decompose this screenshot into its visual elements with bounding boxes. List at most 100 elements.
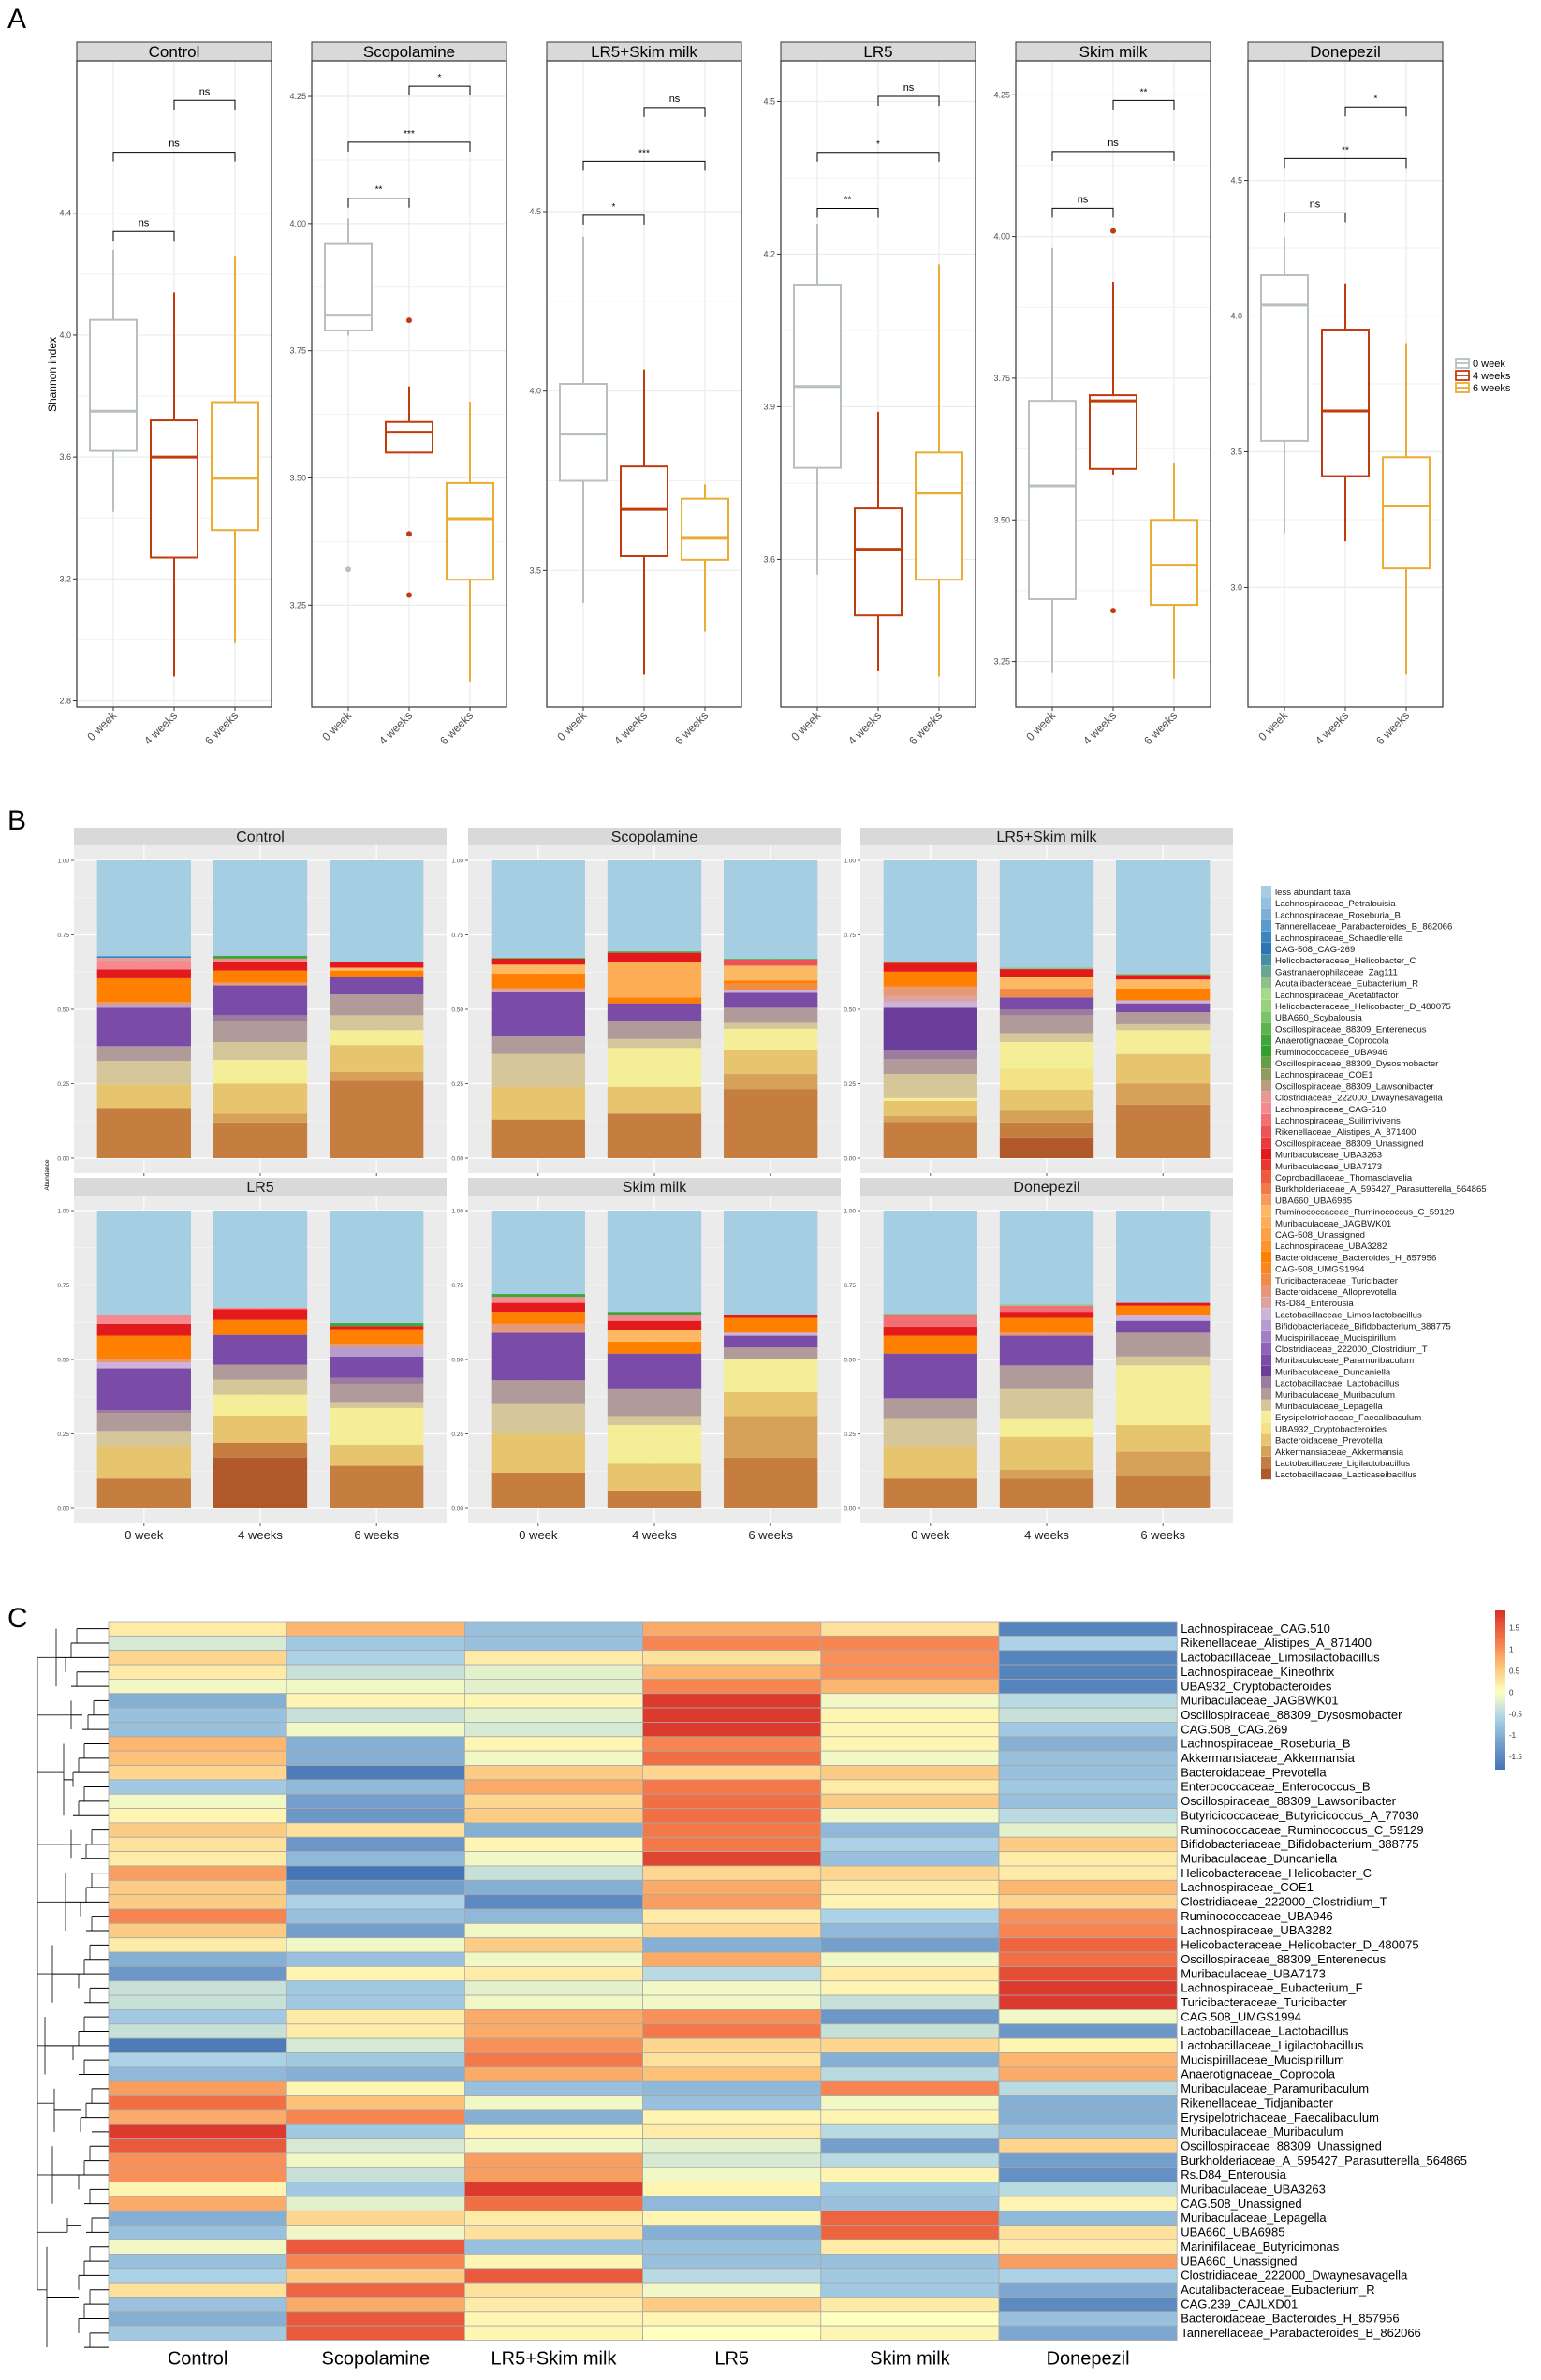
legend-label: Clostridiaceae_222000_Clostridium_T xyxy=(1275,1344,1428,1355)
heatmap-row: Lachnospiraceae_CAG.510 xyxy=(108,1621,1330,1637)
colorbar-step xyxy=(1495,1642,1505,1646)
bar-segment xyxy=(330,1030,424,1046)
heatmap-cell xyxy=(108,1908,287,1924)
bar-segment xyxy=(1116,979,1211,989)
heatmap-cell xyxy=(463,2254,643,2270)
row-label: Lachnospiraceae_Kineothrix xyxy=(1181,1665,1335,1679)
heatmap-cell xyxy=(463,1722,643,1738)
bar-segment xyxy=(330,1402,424,1408)
legend-label: Rs-D84_Enterousia xyxy=(1275,1299,1354,1309)
heatmap-row: Erysipelotrichaceae_Faecalibaculum xyxy=(108,2109,1379,2125)
bar-segment xyxy=(883,860,977,962)
heatmap-cell xyxy=(108,2196,287,2211)
legend-label: Muribaculaceae_UBA7173 xyxy=(1275,1162,1382,1172)
bar-segment xyxy=(1116,1365,1211,1425)
significance-label: * xyxy=(1374,94,1378,104)
heatmap-cell xyxy=(820,1808,1000,1824)
bar-segment xyxy=(724,983,818,991)
bar-segment xyxy=(330,1015,424,1031)
bar-segment xyxy=(607,1490,702,1508)
heatmap-cell xyxy=(286,1736,465,1752)
heatmap-cell xyxy=(463,1822,643,1838)
box-6-weeks xyxy=(1382,456,1431,570)
significance-bracket xyxy=(816,208,879,218)
heatmap-cell xyxy=(286,1822,465,1838)
bar-segment xyxy=(1116,1000,1211,1004)
bar-segment xyxy=(1116,1003,1211,1013)
y-axis-label: Abundance xyxy=(44,1159,51,1190)
heatmap-row: Rikenellaceae_Tidjanibacter xyxy=(108,2095,1334,2111)
heatmap-row: Bacteroidaceae_Bacteroides_H_857956 xyxy=(108,2311,1400,2327)
heatmap-row: Marinifilaceae_Butyricimonas xyxy=(108,2239,1340,2255)
heatmap-cell xyxy=(463,2095,643,2111)
box-6-weeks xyxy=(446,481,494,581)
legend-swatch xyxy=(1261,1137,1271,1149)
heatmap-cell xyxy=(463,2297,643,2313)
y-tick-label: 4.5 xyxy=(763,96,775,106)
bar-segment xyxy=(491,1403,585,1434)
y-tick-label: 1.00 xyxy=(451,859,463,865)
significance-bracket xyxy=(1284,212,1346,223)
heatmap-cell xyxy=(642,1750,822,1766)
heatmap-cell xyxy=(286,1980,465,1996)
y-tick-label: 0.50 xyxy=(451,1007,463,1014)
bar-6-weeks xyxy=(724,1211,818,1508)
y-tick-label: 4.25 xyxy=(993,90,1010,99)
heatmap-cell xyxy=(642,1822,822,1838)
legend-label: Muribaculaceae_UBA3263 xyxy=(1275,1151,1382,1161)
heatmap-row: Lachnospiraceae_Roseburia_B xyxy=(108,1736,1351,1752)
heatmap-cell xyxy=(463,2210,643,2226)
bar-segment xyxy=(883,1001,977,1008)
heatmap-cell xyxy=(820,2210,1000,2226)
legend-label: Clostridiaceae_222000_Dwaynesavagella xyxy=(1275,1094,1443,1104)
heatmap-cell xyxy=(642,2182,822,2197)
heatmap-cell xyxy=(286,2225,465,2240)
bar-segment xyxy=(1116,1315,1211,1321)
y-tick-label: 0.50 xyxy=(844,1007,856,1014)
heatmap-cell xyxy=(998,2037,1178,2053)
legend-label: UBA932_Cryptobacteroides xyxy=(1275,1424,1387,1434)
heatmap-cell xyxy=(642,2282,822,2298)
legend-label: Helicobacteraceae_Helicobacter_D_480075 xyxy=(1275,1002,1451,1012)
heatmap-cell xyxy=(286,2196,465,2211)
panel-label-b: B xyxy=(7,805,27,836)
heatmap-cell xyxy=(642,2009,822,2025)
colorbar-step xyxy=(1495,1668,1505,1672)
x-tick-label: 6 weeks xyxy=(437,709,476,747)
legend-label: Erysipelotrichaceae_Faecalibaculum xyxy=(1275,1413,1421,1423)
x-tick-label: 0 week xyxy=(319,709,354,743)
heatmap-cell xyxy=(286,2023,465,2039)
bar-segment xyxy=(491,964,585,974)
heatmap-cell xyxy=(286,1650,465,1666)
legend-swatch xyxy=(1261,1468,1271,1480)
bar-segment xyxy=(330,1326,424,1330)
row-label: Bifidobacteriaceae_Bifidobacterium_38877… xyxy=(1181,1837,1418,1851)
legend-label: Burkholderiaceae_A_595427_Parasutterella… xyxy=(1275,1184,1487,1195)
heatmap-cell xyxy=(286,1679,465,1695)
bar-segment xyxy=(607,1315,702,1321)
legend-swatch xyxy=(1261,1068,1271,1080)
heatmap-cell xyxy=(642,1679,822,1695)
bar-segment xyxy=(491,973,585,989)
heatmap-cell xyxy=(820,2152,1000,2168)
heatmap-cell xyxy=(108,2225,287,2240)
bar-segment xyxy=(1116,1104,1211,1158)
heatmap-cell xyxy=(463,2009,643,2025)
bar-segment xyxy=(883,1353,977,1399)
colorbar-step xyxy=(1495,1676,1505,1681)
row-label: Lactobacillaceae_Lactobacillus xyxy=(1181,2024,1349,2038)
heatmap-cell xyxy=(463,2138,643,2154)
heatmap-cell xyxy=(998,1879,1178,1896)
bar-segment xyxy=(883,1327,977,1336)
row-label: Lactobacillaceae_Ligilactobacillus xyxy=(1181,2038,1364,2052)
colorbar-step xyxy=(1495,1663,1505,1667)
heatmap-cell xyxy=(463,2123,643,2140)
bar-segment xyxy=(607,1211,702,1313)
significance-label: ** xyxy=(1140,87,1148,97)
heatmap-cell xyxy=(463,2052,643,2068)
y-tick-label: 0.50 xyxy=(57,1007,69,1014)
colorbar-step xyxy=(1495,1610,1505,1614)
heatmap-cell xyxy=(463,2037,643,2053)
outlier-point xyxy=(1110,608,1116,614)
